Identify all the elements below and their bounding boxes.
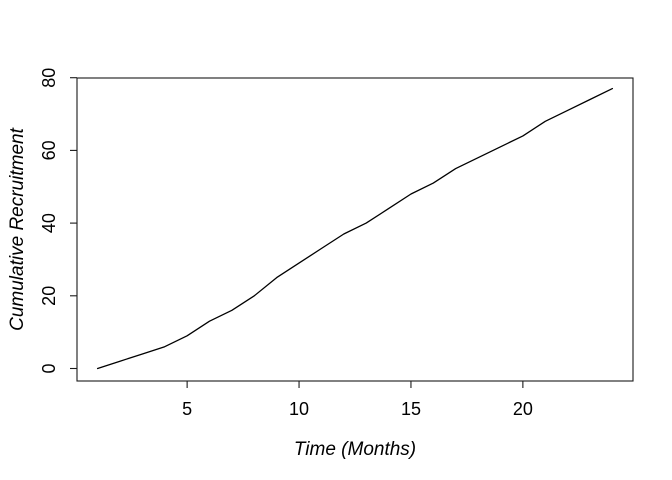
- y-axis: 0 20 40 60 80: [39, 68, 77, 374]
- x-tick-label: 20: [513, 399, 533, 419]
- x-axis-title: Time (Months): [294, 439, 416, 460]
- x-tick-label: 5: [182, 399, 192, 419]
- y-axis-title: Cumulative Recruitment: [7, 127, 28, 330]
- recruitment-curve-line: [96, 87, 614, 370]
- y-tick-label: 80: [39, 68, 59, 88]
- x-tick-label: 10: [289, 399, 309, 419]
- y-tick-label: 20: [39, 286, 59, 306]
- y-tick-label: 60: [39, 140, 59, 160]
- plot-box: [76, 77, 634, 382]
- y-tick-label: 40: [39, 213, 59, 233]
- x-axis: 5 10 15 20: [182, 381, 533, 419]
- x-tick-label: 15: [401, 399, 421, 419]
- y-tick-label: 0: [39, 363, 59, 373]
